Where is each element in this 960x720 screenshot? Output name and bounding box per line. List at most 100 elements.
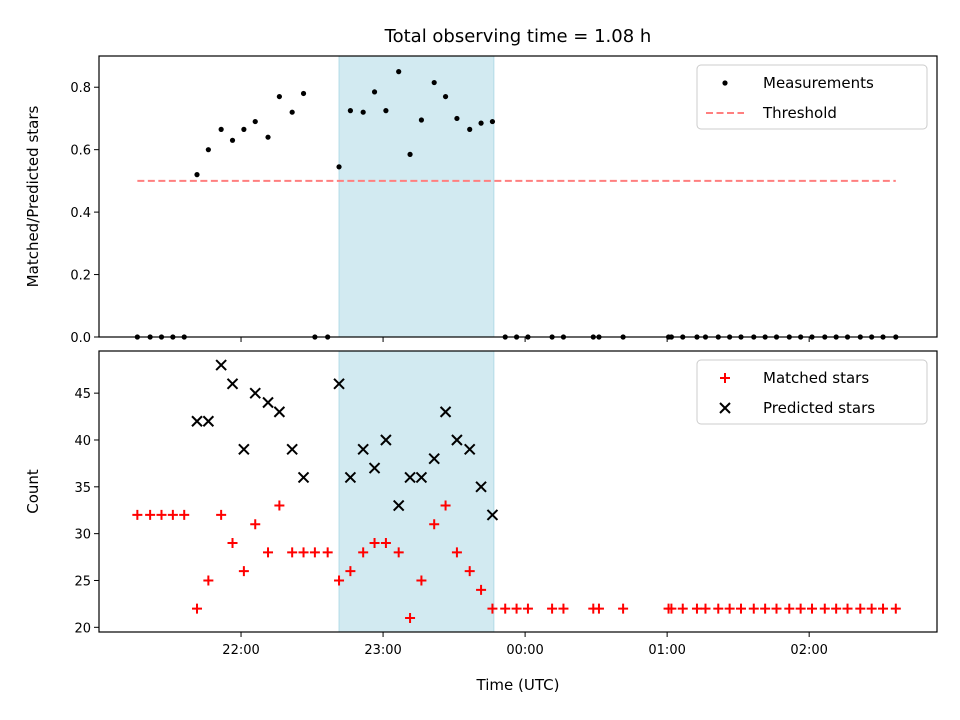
measurements-point bbox=[478, 120, 484, 126]
predicted-stars-point bbox=[475, 481, 487, 493]
matched-stars-point bbox=[440, 500, 451, 511]
measurements-point bbox=[371, 89, 378, 95]
x-tick-label: 01:00 bbox=[648, 643, 685, 658]
predicted-stars-point bbox=[428, 453, 440, 465]
legend-marker-swatch bbox=[722, 80, 728, 86]
matched-stars-point bbox=[784, 603, 795, 614]
top-y-tick-label: 0.0 bbox=[70, 331, 91, 346]
predicted-stars-point bbox=[297, 471, 310, 484]
legend-entry-label: Threshold bbox=[762, 104, 837, 122]
matched-stars-point bbox=[405, 612, 416, 623]
bottom-legend-box bbox=[696, 359, 928, 425]
matched-stars-point bbox=[691, 603, 702, 614]
matched-stars-point bbox=[760, 603, 771, 614]
matched-stars-point bbox=[429, 519, 440, 530]
predicted-stars-point bbox=[357, 443, 369, 456]
top-y-tick-label: 0.2 bbox=[70, 269, 91, 284]
matched-stars-point bbox=[369, 538, 380, 549]
measurements-point bbox=[205, 147, 211, 153]
predicted-stars-point bbox=[439, 406, 452, 418]
predicted-stars-point bbox=[404, 471, 416, 484]
matched-stars-point bbox=[771, 603, 782, 614]
matched-stars-point bbox=[156, 509, 167, 520]
predicted-stars-point bbox=[415, 471, 428, 484]
matched-stars-point bbox=[334, 575, 345, 586]
matched-stars-point bbox=[547, 603, 558, 614]
top-legend: Measurements Threshold bbox=[696, 64, 928, 130]
matched-stars-point bbox=[298, 547, 309, 558]
bottom-shaded-window bbox=[338, 350, 495, 633]
legend-marker-swatch bbox=[720, 373, 730, 383]
matched-stars-point bbox=[795, 603, 806, 614]
matched-stars-point bbox=[464, 566, 475, 577]
predicted-stars-point bbox=[392, 499, 405, 512]
legend-entry-label: Matched stars bbox=[763, 369, 869, 387]
measurements-point bbox=[383, 108, 389, 114]
matched-stars-point bbox=[345, 566, 356, 577]
legend-entry-label: Measurements bbox=[763, 74, 874, 92]
predicted-stars-point bbox=[249, 387, 261, 399]
measurements-point bbox=[418, 117, 425, 123]
matched-stars-point bbox=[700, 603, 711, 614]
bottom-y-tick-label: 45 bbox=[74, 387, 91, 402]
matched-stars-point bbox=[192, 603, 203, 614]
matched-stars-point bbox=[203, 575, 214, 586]
predicted-stars-point bbox=[238, 443, 250, 456]
measurements-point bbox=[407, 151, 413, 157]
matched-stars-point bbox=[677, 603, 688, 614]
x-axis-label: Time (UTC) bbox=[476, 676, 560, 694]
bottom-y-axis-label: Count bbox=[24, 469, 42, 514]
matched-stars-point bbox=[145, 509, 156, 520]
predicted-stars-point bbox=[451, 434, 463, 446]
matched-stars-point bbox=[735, 603, 746, 614]
x-tick-label: 02:00 bbox=[790, 643, 827, 658]
bottom-axes-frame bbox=[98, 350, 938, 633]
matched-stars-point bbox=[132, 509, 143, 520]
matched-stars-point bbox=[451, 547, 462, 558]
top-legend-box bbox=[696, 64, 928, 130]
measurements-point bbox=[300, 90, 307, 97]
matched-stars-point bbox=[274, 500, 285, 511]
top-shaded-window bbox=[338, 55, 495, 338]
predicted-stars-point bbox=[486, 509, 499, 521]
top-y-tick-label: 0.6 bbox=[70, 144, 91, 159]
predicted-stars-point bbox=[380, 434, 392, 446]
predicted-stars-point bbox=[262, 396, 274, 409]
matched-stars-point bbox=[380, 538, 391, 549]
predicted-stars-point bbox=[191, 415, 203, 427]
predicted-stars-point bbox=[202, 415, 215, 427]
matched-stars-point bbox=[878, 603, 889, 614]
matched-stars-point bbox=[558, 603, 569, 614]
measurements-point bbox=[229, 137, 236, 143]
x-tick-label: 23:00 bbox=[364, 643, 401, 658]
chart-title: Total observing time = 1.08 h bbox=[384, 26, 652, 47]
measurements-point bbox=[241, 126, 247, 132]
bottom-y-tick-label: 35 bbox=[74, 481, 91, 496]
measurements-point bbox=[218, 126, 224, 132]
top-y-axis-label: Matched/Predicted stars bbox=[24, 106, 42, 288]
bottom-legend: Matched stars Predicted stars bbox=[696, 359, 928, 425]
top-axes-frame bbox=[98, 55, 938, 338]
measurements-point bbox=[360, 109, 366, 115]
predicted-stars-point bbox=[333, 378, 345, 390]
matched-stars-point bbox=[216, 509, 227, 520]
matched-stars-point bbox=[618, 603, 629, 614]
matched-stars-point bbox=[866, 603, 877, 614]
matched-stars-point bbox=[831, 603, 842, 614]
matched-stars-point bbox=[322, 547, 333, 558]
matched-stars-point bbox=[713, 603, 724, 614]
measurements-point bbox=[276, 93, 282, 100]
matched-stars-point bbox=[309, 547, 320, 558]
matched-stars-point bbox=[358, 547, 369, 558]
matched-stars-point bbox=[748, 603, 759, 614]
matched-stars-point bbox=[500, 603, 511, 614]
bottom-y-tick-label: 20 bbox=[74, 621, 91, 636]
matched-stars-point bbox=[724, 603, 735, 614]
measurements-point bbox=[442, 93, 449, 100]
measurements-point bbox=[396, 69, 402, 75]
predicted-stars-point bbox=[226, 378, 239, 390]
bottom-y-tick-label: 40 bbox=[74, 434, 91, 449]
matched-stars-point bbox=[511, 603, 522, 614]
legend-entry-label: Predicted stars bbox=[763, 399, 875, 417]
